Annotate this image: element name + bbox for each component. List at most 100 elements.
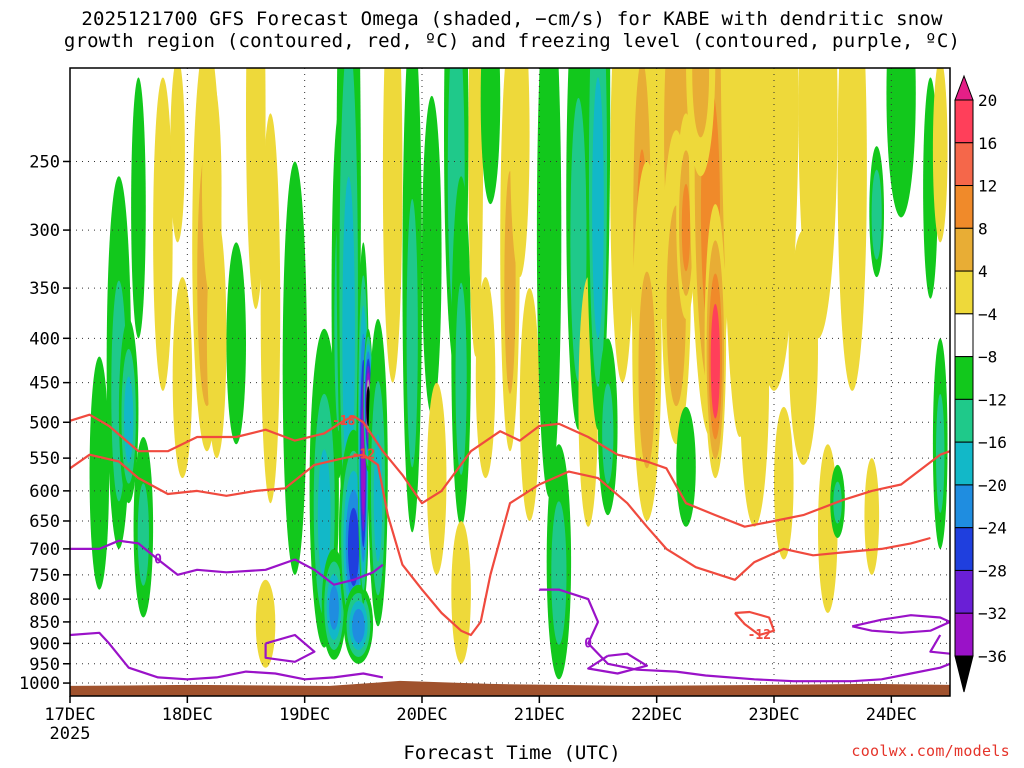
omega-shade-10-0: [206, 217, 227, 459]
omega-shade-2-2: [124, 376, 134, 464]
colorbar-label-4: 4: [978, 262, 988, 281]
y-tick-label-450: 450: [29, 374, 60, 394]
omega-shade-45-1: [638, 271, 656, 469]
colorbar-label-11: −28: [978, 561, 1007, 580]
chart-title-line2: growth region (contoured, red, ºC) and f…: [63, 30, 961, 52]
x-tick-label-18DEC: 18DEC: [162, 705, 213, 725]
freezing-contour-label-0: 0: [154, 552, 162, 567]
y-tick-label-550: 550: [29, 449, 60, 469]
omega-shade-0-0: [89, 356, 110, 590]
x-tick-label-21DEC: 21DEC: [514, 705, 565, 725]
x-tick-label-19DEC: 19DEC: [279, 705, 330, 725]
omega-shade-26-0: [422, 95, 442, 415]
colorbar-label-1: 16: [978, 134, 997, 153]
omega-shade-37-1: [551, 501, 567, 645]
omega-shade-30-0: [468, 68, 484, 357]
dgz-contour-0: [70, 413, 950, 528]
colorbar-segment-2: [954, 185, 974, 229]
y-tick-label-250: 250: [29, 152, 60, 172]
omega-shade-31-0: [475, 277, 496, 479]
colorbar-label-8: −16: [978, 433, 1007, 452]
colorbar-top-arrow: [954, 74, 974, 101]
colorbar-label-0: 20: [978, 91, 997, 110]
omega-shade-49-2: [681, 183, 691, 272]
credit-text: coolwx.com/models: [851, 742, 1010, 760]
omega-shade-13-0: [260, 113, 281, 504]
colorbar-label-2: 12: [978, 177, 997, 196]
y-tick-label-900: 900: [29, 634, 60, 654]
omega-shade-20-3: [352, 608, 365, 643]
freezing-contour-4: [587, 652, 648, 675]
omega-shade-7-0: [172, 277, 193, 479]
y-axis: 2503003504004505005506006507007508008509…: [19, 152, 70, 694]
y-tick-label-950: 950: [29, 655, 60, 675]
colorbar-segment-0: [954, 99, 974, 144]
colorbar-label-6: −8: [978, 348, 997, 367]
omega-shade-23-2: [373, 434, 383, 562]
x-tick-label-22DEC: 22DEC: [631, 705, 682, 725]
freezing-contour-1: [70, 631, 384, 681]
omega-shade-66-1: [936, 393, 945, 513]
omega-shade-68-0: [676, 406, 696, 527]
omega-shade-19-4: [347, 507, 360, 586]
chart-title: 2025121700 GFS Forecast Omega (shaded, −…: [0, 8, 1024, 52]
omega-shade-62-0: [864, 458, 880, 575]
x-axis: 17DEC 18DEC 19DEC 20DEC 21DEC 22DEC 23DEC 24DEC…: [44, 696, 917, 744]
omega-shade-25-1: [406, 199, 418, 468]
colorbar-segment-4: [954, 270, 974, 315]
x-tick-label-24DEC: 24DEC: [866, 705, 917, 725]
omega-shade-18-2: [342, 176, 355, 491]
omega-shade-16-3: [329, 585, 339, 630]
colorbar-segment-6: [954, 356, 974, 400]
y-tick-label-750: 750: [29, 566, 60, 586]
colorbar-segment-10: [954, 527, 974, 571]
omega-shade-11-0: [226, 242, 247, 445]
omega-shade-27-0: [426, 382, 447, 575]
y-tick-label-800: 800: [29, 590, 60, 610]
omega-shade-4-1: [137, 483, 149, 586]
omega-shade-35-0: [519, 288, 540, 521]
omega-shade-3-0: [131, 77, 146, 339]
x-tick-label-17DEC: 17DEC: [44, 705, 95, 725]
terrain-fill: [70, 680, 950, 696]
dgz-contour-label-1: -12: [352, 448, 375, 463]
y-tick-label-1000: 1000: [19, 674, 60, 694]
omega-shade-55-0: [749, 68, 799, 391]
dgz-contour-label-2: -12: [748, 628, 771, 643]
terrain-ground: [70, 680, 950, 696]
y-tick-label-700: 700: [29, 540, 60, 560]
omega-shade-64-0: [886, 68, 916, 218]
colorbar-label-7: −12: [978, 390, 1007, 409]
freezing-contour-5: [851, 614, 950, 634]
colorbar-label-3: 8: [978, 219, 988, 238]
chart-title-line1: 2025121700 GFS Forecast Omega (shaded, −…: [81, 8, 943, 30]
omega-shade-40-2: [592, 77, 604, 339]
x-axis-label: Forecast Time (UTC): [403, 742, 621, 764]
omega-shade-57-0: [798, 68, 838, 339]
omega-shade-12-0: [246, 68, 266, 309]
omega-shade-41-1: [602, 383, 614, 484]
omega-shade-42-0: [610, 68, 635, 383]
dgz-contour-label-0: -18: [332, 414, 356, 429]
colorbar-segment-1: [954, 142, 974, 187]
omega-shade-15-2: [317, 449, 331, 582]
omega-shade-14-0: [282, 161, 308, 575]
omega-shade-29-1: [455, 282, 467, 475]
freezing-contour-3: [539, 588, 950, 683]
colorbar-segment-5: [954, 313, 974, 358]
omega-shade-36-0: [536, 68, 562, 498]
colorbar-label-5: −4: [978, 305, 997, 324]
omega-shade-51-3: [710, 303, 720, 419]
x-tick-label-23DEC: 23DEC: [748, 705, 799, 725]
omega-shade-69-0: [451, 520, 471, 664]
colorbar-label-12: −32: [978, 604, 1007, 623]
colorbar-label-13: −36: [978, 647, 1007, 666]
contour-lines: -18 -12 -12 0 0: [70, 413, 950, 683]
y-tick-label-400: 400: [29, 329, 60, 349]
y-tick-label-850: 850: [29, 613, 60, 633]
omega-shade-63-1: [871, 169, 882, 260]
dgz-contour-2: [734, 610, 776, 637]
colorbar-label-10: −24: [978, 519, 1007, 538]
dgz-contour-1: [70, 453, 931, 637]
